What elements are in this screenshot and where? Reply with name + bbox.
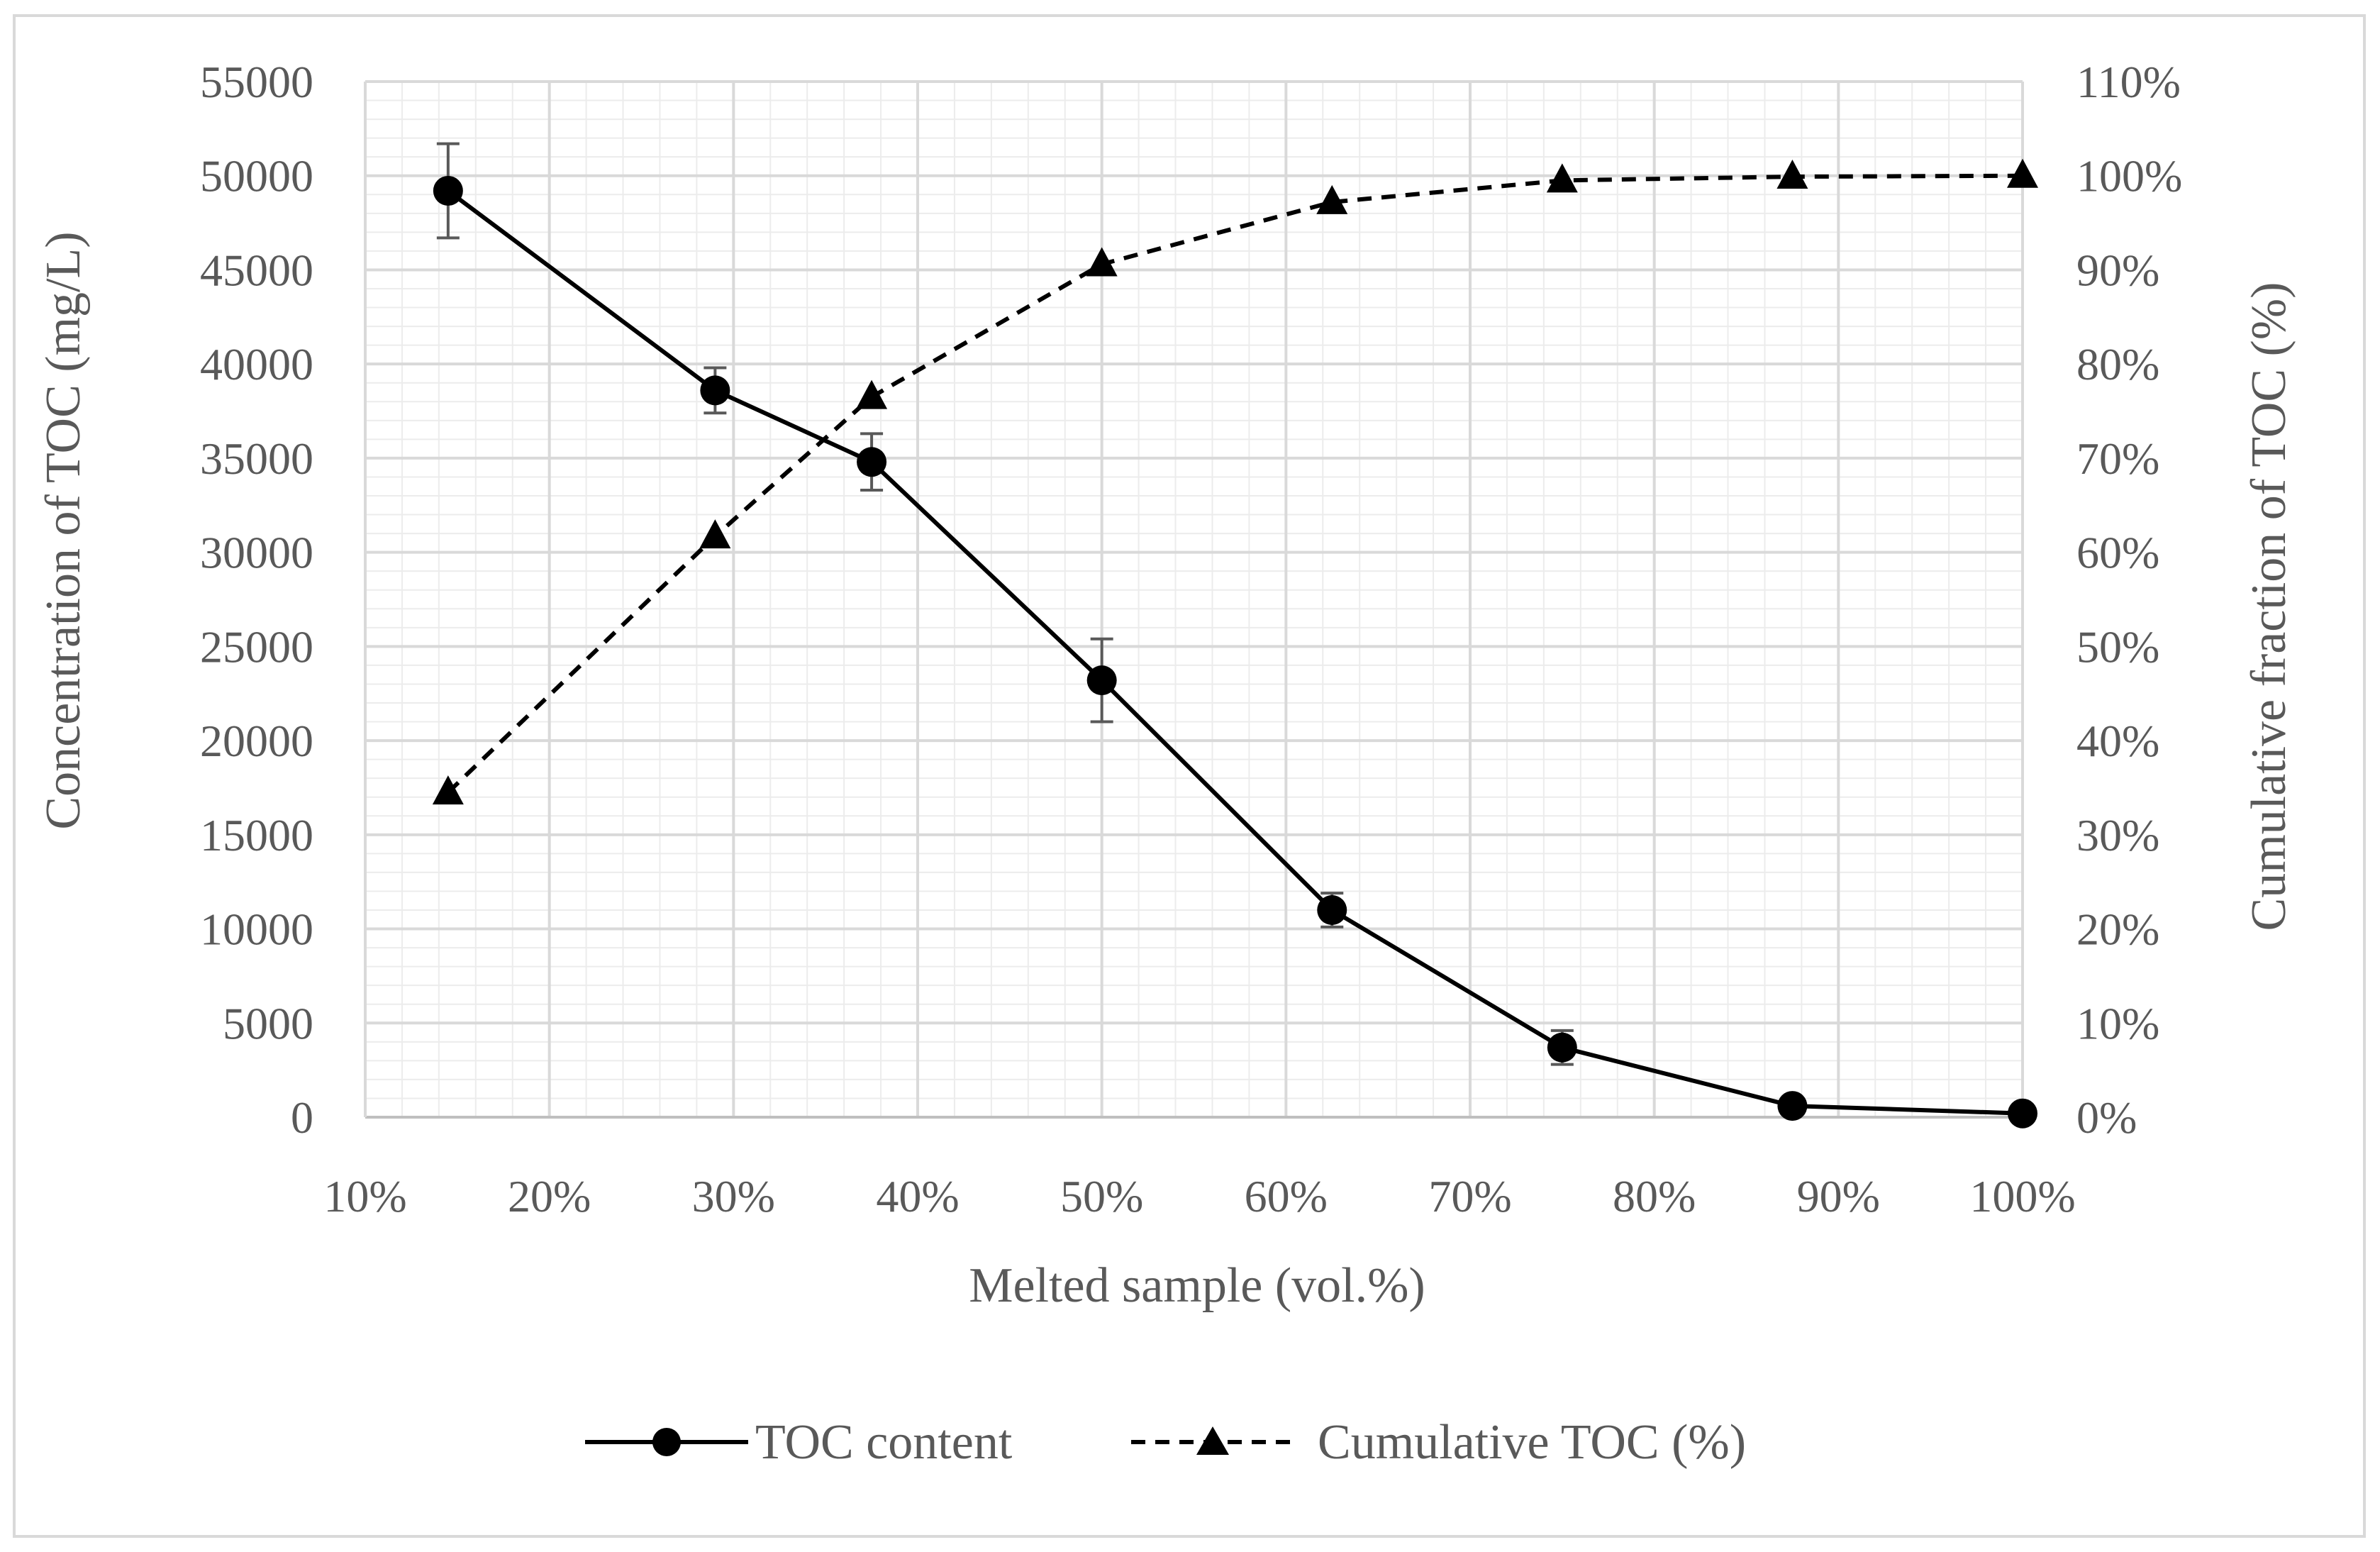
y2-axis-title: Cumulative fraction of TOC (%) xyxy=(2242,282,2296,931)
y2-tick-label: 110% xyxy=(2076,57,2181,107)
legend-item-toc-content: TOC content xyxy=(585,1415,1013,1470)
data-point-toc-content xyxy=(1086,665,1117,696)
data-point-toc-content xyxy=(700,375,730,406)
data-point-toc-content xyxy=(433,175,463,206)
y2-tick-label: 20% xyxy=(2076,904,2159,955)
data-point-toc-content xyxy=(1317,895,1347,925)
y-tick-label: 5000 xyxy=(223,998,313,1048)
series-layer xyxy=(432,142,2038,1129)
y-tick-label: 0 xyxy=(291,1092,313,1143)
y2-tick-label: 0% xyxy=(2076,1092,2137,1143)
data-point-cumulative-toc xyxy=(432,775,464,805)
y-axis-title: Concentration of TOC (mg/L) xyxy=(36,231,91,829)
y-tick-label: 25000 xyxy=(200,621,313,672)
data-point-toc-content xyxy=(2008,1098,2037,1129)
data-point-cumulative-toc xyxy=(1086,247,1118,277)
legend: TOC content Cumulative TOC (%) xyxy=(585,1415,1746,1470)
y-tick-label: 10000 xyxy=(200,904,313,955)
y-tick-label: 15000 xyxy=(200,810,313,860)
x-tick-label: 40% xyxy=(876,1171,959,1221)
data-point-cumulative-toc xyxy=(1546,163,1578,193)
x-axis-title: Melted sample (vol.%) xyxy=(969,1258,1425,1313)
y-tick-label: 35000 xyxy=(200,433,313,484)
y-tick-label: 50000 xyxy=(200,151,313,201)
data-point-cumulative-toc xyxy=(1776,160,1808,189)
data-point-toc-content xyxy=(857,447,887,477)
x-tick-label: 30% xyxy=(692,1171,775,1221)
y2-tick-label: 40% xyxy=(2076,716,2159,766)
legend-swatch-toc-marker xyxy=(652,1428,681,1456)
legend-item-cumulative-toc: Cumulative TOC (%) xyxy=(1131,1415,1746,1470)
grid xyxy=(365,80,2024,1117)
x-tick-label: 70% xyxy=(1428,1171,1511,1221)
y2-tick-label: 10% xyxy=(2076,998,2159,1048)
data-point-cumulative-toc xyxy=(856,379,888,409)
y2-tick-label: 60% xyxy=(2076,528,2159,578)
x-tick-label: 50% xyxy=(1060,1171,1143,1221)
y2-tick-label: 50% xyxy=(2076,621,2159,672)
series-line-toc-content xyxy=(447,189,2023,1116)
y-tick-label: 40000 xyxy=(200,339,313,389)
y2-tick-label: 80% xyxy=(2076,339,2159,389)
data-point-cumulative-toc xyxy=(699,519,731,549)
data-point-cumulative-toc xyxy=(1316,184,1348,214)
y2-tick-label: 90% xyxy=(2076,245,2159,295)
data-point-toc-content xyxy=(1777,1091,1808,1121)
y2-tick-label: 100% xyxy=(2076,151,2182,201)
series-line-cumulative-toc xyxy=(446,173,2023,794)
x-tick-label: 80% xyxy=(1613,1171,1696,1221)
data-point-toc-content xyxy=(1547,1032,1577,1063)
y2-tick-label: 30% xyxy=(2076,810,2159,860)
legend-label-toc-content: TOC content xyxy=(755,1415,1013,1470)
y-tick-label: 45000 xyxy=(200,245,313,295)
data-point-cumulative-toc xyxy=(2007,158,2038,188)
y-tick-label: 20000 xyxy=(200,716,313,766)
x-tick-label: 60% xyxy=(1245,1171,1328,1221)
x-tick-label: 20% xyxy=(508,1171,591,1221)
tick-labels: 0 5000 10000 15000 20000 25000 30000 35000 40000… xyxy=(200,57,2182,1221)
y-tick-label: 30000 xyxy=(200,528,313,578)
axes xyxy=(364,82,2023,1119)
y-tick-label: 55000 xyxy=(200,57,313,107)
legend-label-cumulative-toc: Cumulative TOC (%) xyxy=(1318,1415,1746,1470)
x-tick-label: 10% xyxy=(323,1171,406,1221)
x-tick-label: 100% xyxy=(1969,1171,2075,1221)
y2-tick-label: 70% xyxy=(2076,433,2159,484)
x-tick-label: 90% xyxy=(1797,1171,1880,1221)
legend-swatch-cumulative-marker xyxy=(1196,1426,1229,1455)
